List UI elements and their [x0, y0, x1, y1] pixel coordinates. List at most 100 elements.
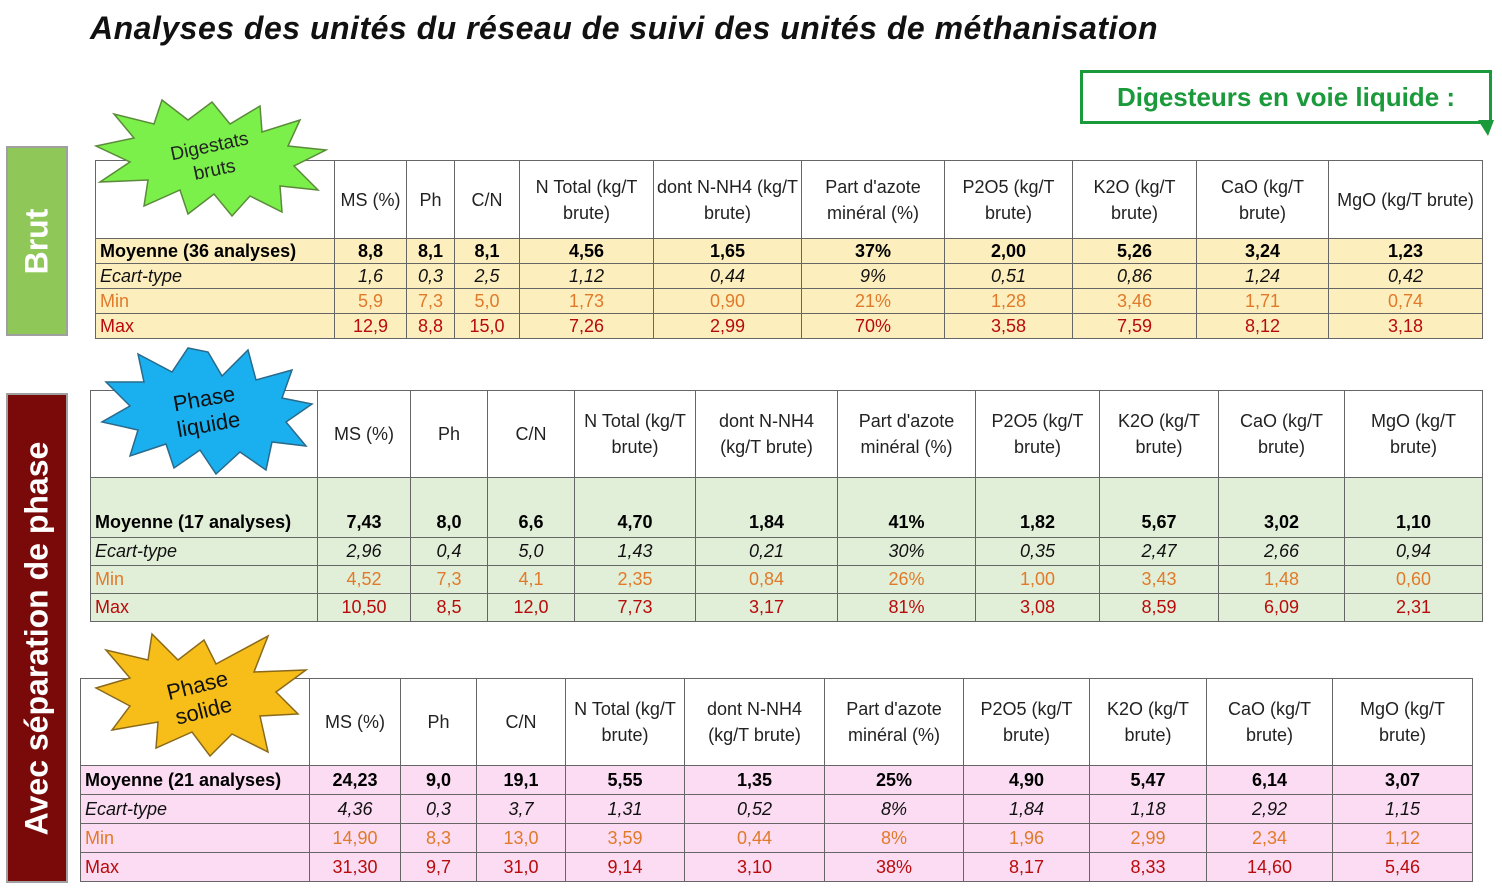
table-row-ecart-type: Ecart-type 4,36 0,3 3,7 1,31 0,52 8% 1,8…: [80, 794, 1473, 824]
row-label: Max: [90, 593, 318, 622]
cell: 2,34: [1206, 823, 1333, 853]
cell: 2,35: [574, 565, 696, 594]
table-row-ecart-type: Ecart-type 2,96 0,4 5,0 1,43 0,21 30% 0,…: [90, 537, 1483, 566]
table-digestats-bruts: MS (%) Ph C/N N Total (kg/T brute) dont …: [95, 160, 1483, 339]
cell: 7,43: [317, 477, 411, 538]
cell: 3,46: [1072, 288, 1197, 314]
cell: 3,7: [476, 794, 566, 824]
row-label: Ecart-type: [80, 794, 310, 824]
row-label: Max: [95, 313, 335, 339]
row-label: Ecart-type: [90, 537, 318, 566]
cell: 21%: [801, 288, 945, 314]
cell: 6,6: [487, 477, 575, 538]
col-header: MgO (kg/T brute): [1328, 160, 1483, 239]
cell: 0,44: [684, 823, 825, 853]
cell: 0,90: [653, 288, 802, 314]
col-header: CaO (kg/T brute): [1218, 390, 1345, 478]
col-header: Part d'azote minéral (%): [824, 678, 964, 766]
cell: 0,3: [406, 263, 455, 289]
cell: 37%: [801, 238, 945, 264]
brut-label-text: Brut: [18, 208, 55, 274]
cell: 9,7: [400, 852, 477, 882]
col-header: C/N: [487, 390, 575, 478]
cell: 1,84: [963, 794, 1090, 824]
cell: 38%: [824, 852, 964, 882]
badge-phase-liquide: Phase liquide: [99, 347, 314, 476]
cell: 8,5: [410, 593, 488, 622]
cell: 24,23: [309, 765, 401, 795]
cell: 9,14: [565, 852, 685, 882]
col-header: dont N-NH4 (kg/T brute): [695, 390, 838, 478]
col-header: K2O (kg/T brute): [1089, 678, 1207, 766]
cell: 1,84: [695, 477, 838, 538]
cell: 81%: [837, 593, 976, 622]
col-header: N Total (kg/T brute): [574, 390, 696, 478]
separation-label-text: Avec séparation de phase: [18, 441, 55, 835]
table-row-ecart-type: Ecart-type 1,6 0,3 2,5 1,12 0,44 9% 0,51…: [95, 263, 1483, 289]
col-header: N Total (kg/T brute): [565, 678, 685, 766]
cell: 1,10: [1344, 477, 1483, 538]
cell: 5,55: [565, 765, 685, 795]
col-header: MS (%): [317, 390, 411, 478]
col-header: C/N: [476, 678, 566, 766]
table-row-min: Min 14,90 8,3 13,0 3,59 0,44 8% 1,96 2,9…: [80, 823, 1473, 853]
col-header: dont N-NH4 (kg/T brute): [684, 678, 825, 766]
row-label: Min: [80, 823, 310, 853]
col-header: P2O5 (kg/T brute): [963, 678, 1090, 766]
cell: 2,99: [1089, 823, 1207, 853]
col-header: dont N-NH4 (kg/T brute): [653, 160, 802, 239]
cell: 1,6: [334, 263, 407, 289]
cell: 9%: [801, 263, 945, 289]
col-header: Part d'azote minéral (%): [801, 160, 945, 239]
cell: 8,8: [334, 238, 407, 264]
starburst-shape: [94, 632, 309, 758]
cell: 0,44: [653, 263, 802, 289]
cell: 0,52: [684, 794, 825, 824]
col-header: CaO (kg/T brute): [1206, 678, 1333, 766]
cell: 1,23: [1328, 238, 1483, 264]
row-label: Moyenne (17 analyses): [90, 477, 318, 538]
cell: 2,66: [1218, 537, 1345, 566]
cell: 31,0: [476, 852, 566, 882]
cell: 1,24: [1196, 263, 1329, 289]
table-row-max: Max 31,30 9,7 31,0 9,14 3,10 38% 8,17 8,…: [80, 852, 1473, 882]
row-label: Min: [95, 288, 335, 314]
col-header: Part d'azote minéral (%): [837, 390, 976, 478]
cell: 0,86: [1072, 263, 1197, 289]
cell: 8,1: [454, 238, 520, 264]
cell: 8%: [824, 823, 964, 853]
cell: 26%: [837, 565, 976, 594]
cell: 5,67: [1099, 477, 1219, 538]
cell: 0,94: [1344, 537, 1483, 566]
cell: 8,8: [406, 313, 455, 339]
table-row-moyenne: Moyenne (36 analyses) 8,8 8,1 8,1 4,56 1…: [95, 238, 1483, 264]
cell: 2,47: [1099, 537, 1219, 566]
cell: 6,14: [1206, 765, 1333, 795]
cell: 7,3: [410, 565, 488, 594]
col-header: Ph: [410, 390, 488, 478]
col-header: Ph: [406, 160, 455, 239]
col-header: K2O (kg/T brute): [1072, 160, 1197, 239]
cell: 0,35: [975, 537, 1100, 566]
brut-side-label: Brut: [6, 146, 68, 336]
cell: 8,0: [410, 477, 488, 538]
cell: 1,73: [519, 288, 654, 314]
cell: 2,99: [653, 313, 802, 339]
cell: 5,26: [1072, 238, 1197, 264]
cell: 5,46: [1332, 852, 1473, 882]
cell: 0,3: [400, 794, 477, 824]
cell: 0,60: [1344, 565, 1483, 594]
cell: 8,1: [406, 238, 455, 264]
cell: 1,35: [684, 765, 825, 795]
cell: 2,96: [317, 537, 411, 566]
col-header: Ph: [400, 678, 477, 766]
cell: 8%: [824, 794, 964, 824]
cell: 8,59: [1099, 593, 1219, 622]
row-label: Ecart-type: [95, 263, 335, 289]
cell: 3,58: [944, 313, 1073, 339]
cell: 41%: [837, 477, 976, 538]
table-row-moyenne: Moyenne (17 analyses) 7,43 8,0 6,6 4,70 …: [90, 477, 1483, 538]
cell: 1,31: [565, 794, 685, 824]
cell: 1,18: [1089, 794, 1207, 824]
callout-tail: [1478, 120, 1494, 136]
